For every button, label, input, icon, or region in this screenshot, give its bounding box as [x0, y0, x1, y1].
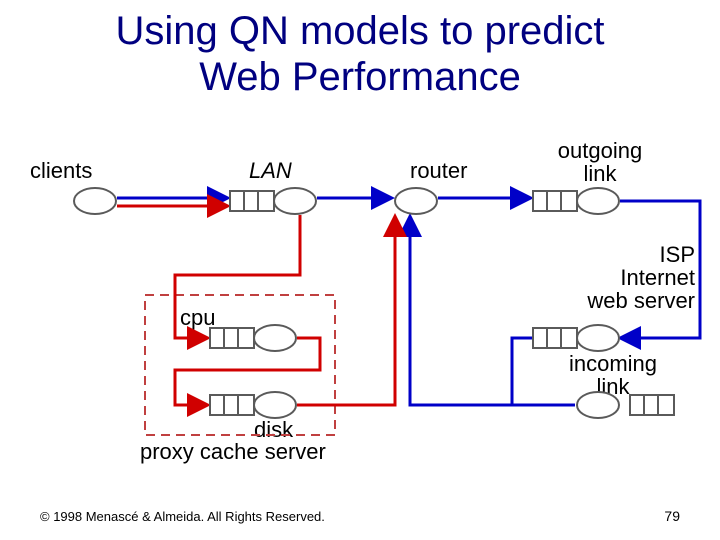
node-disk: [254, 392, 296, 418]
node-router: [395, 188, 437, 214]
queue-isp: [533, 328, 577, 348]
queue-disk: [210, 395, 254, 415]
node-clients: [74, 188, 116, 214]
edge-disk-router-red: [297, 216, 395, 405]
edge-incoming-router: [410, 216, 575, 405]
edge-outgoing-isp: [620, 201, 700, 338]
queue-cpu: [210, 328, 254, 348]
node-lan: [274, 188, 316, 214]
node-outgoing: [577, 188, 619, 214]
queue-outgoing: [533, 191, 577, 211]
queue-lan: [230, 191, 274, 211]
node-cpu: [254, 325, 296, 351]
diagram-svg: [0, 0, 720, 540]
node-incoming: [577, 392, 619, 418]
node-isp: [577, 325, 619, 351]
edge-lan-cpu: [175, 215, 300, 338]
queue-incoming: [630, 395, 674, 415]
